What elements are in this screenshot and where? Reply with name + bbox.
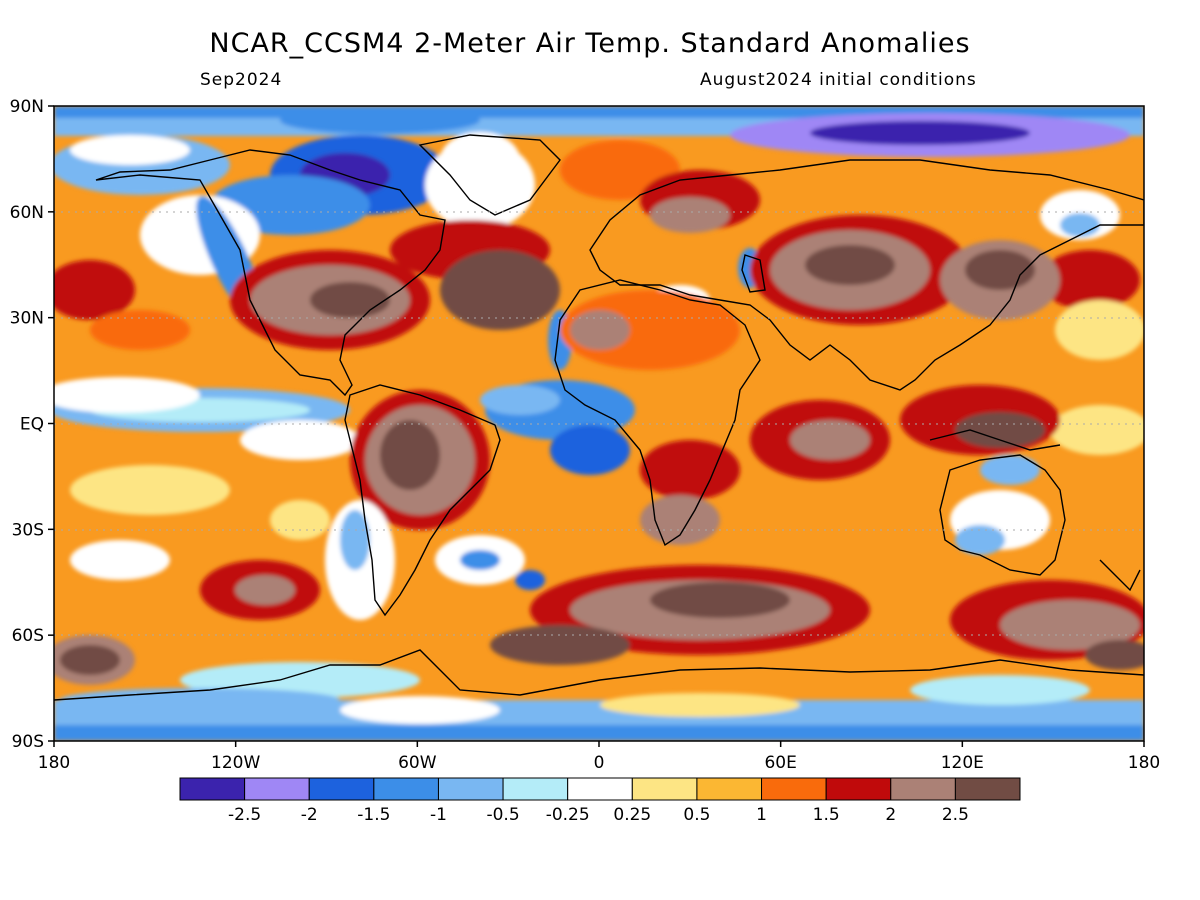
- colorbar-label: -0.5: [486, 805, 519, 825]
- colorbar-swatch: [373, 777, 439, 801]
- colorbar-label: -2: [301, 805, 318, 825]
- colorbar-swatch: [502, 777, 569, 801]
- colorbar-swatch: [696, 777, 763, 801]
- lat-tick-label: 30N: [10, 309, 44, 329]
- initial-conditions: August2024 initial conditions: [700, 70, 977, 90]
- lon-tick-label: 120E: [941, 753, 984, 773]
- longitude-axis: 180 120W 60W 0 60E 120E 180: [38, 741, 1160, 773]
- colorbar-label: -1: [430, 805, 447, 825]
- colorbar-swatch: [954, 777, 1021, 801]
- lon-tick-label: 60E: [764, 753, 796, 773]
- lon-tick-label: 0: [594, 753, 605, 773]
- colorbar-label: 1.5: [813, 805, 840, 825]
- lat-tick-label: EQ: [20, 415, 44, 435]
- colorbar-swatch: [761, 777, 827, 801]
- colorbar: -2.5 -2 -1.5 -1 -0.5 -0.25 0.25 0.5 1 1.5 2 2.5: [179, 777, 1021, 825]
- anomaly-field: [54, 106, 1144, 741]
- lat-tick-label: 90N: [10, 97, 44, 117]
- colorbar-swatch: [890, 777, 956, 801]
- colorbar-label: 2: [885, 805, 896, 825]
- colorbar-swatch: [308, 777, 375, 801]
- colorbar-swatch: [631, 777, 698, 801]
- colorbar-label: 0.25: [613, 805, 651, 825]
- lat-tick-label: 60N: [10, 203, 44, 223]
- colorbar-label: -0.25: [546, 805, 590, 825]
- lon-tick-label: 60W: [398, 753, 437, 773]
- colorbar-swatch: [179, 777, 246, 801]
- colorbar-label: 2.5: [942, 805, 969, 825]
- colorbar-swatch: [244, 777, 310, 801]
- colorbar-swatch: [567, 777, 633, 801]
- colorbar-label: 0.5: [683, 805, 710, 825]
- lon-tick-label: 180: [1128, 753, 1160, 773]
- lat-tick-label: 90S: [12, 732, 44, 752]
- colorbar-label: 1: [756, 805, 767, 825]
- lon-tick-label: 120W: [211, 753, 260, 773]
- lat-tick-label: 60S: [12, 626, 44, 646]
- coastlines: [54, 134, 1144, 701]
- colorbar-label: -1.5: [357, 805, 390, 825]
- colorbar-swatch: [825, 777, 892, 801]
- lon-tick-label: 180: [38, 753, 70, 773]
- lat-tick-label: 30S: [12, 520, 44, 540]
- map-title: NCAR_CCSM4 2-Meter Air Temp. Standard An…: [209, 28, 971, 59]
- colorbar-swatch: [437, 777, 504, 801]
- latitude-axis: 90N 60N 30N EQ 30S 60S 90S: [10, 97, 54, 752]
- forecast-month: Sep2024: [200, 70, 283, 90]
- colorbar-label: -2.5: [228, 805, 261, 825]
